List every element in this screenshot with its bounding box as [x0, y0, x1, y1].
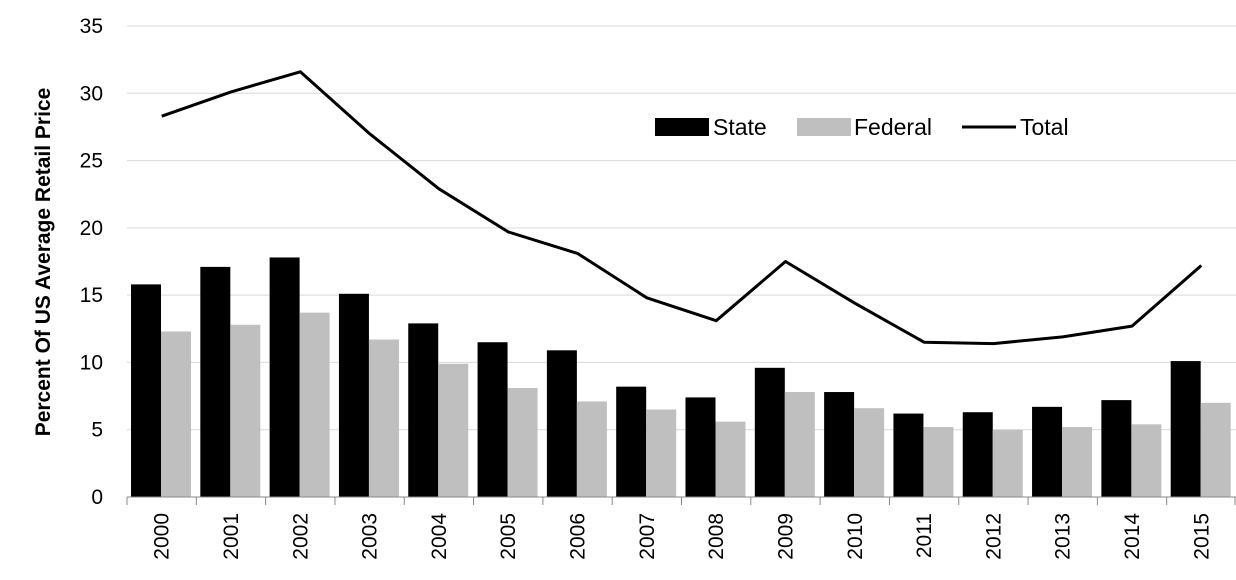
bar-federal: [230, 324, 261, 497]
x-tick-label: 2015: [1190, 513, 1213, 560]
y-tick-label: 25: [80, 150, 103, 173]
y-tick-label: 0: [91, 486, 103, 509]
legend: State Federal Total: [655, 114, 1069, 140]
bar-state: [893, 413, 924, 497]
x-tick-label: 2011: [913, 513, 936, 558]
x-tick-label: 2007: [636, 513, 659, 560]
legend-swatch-state: [655, 118, 709, 136]
bar-federal: [992, 429, 1023, 497]
bar-state: [616, 386, 647, 497]
bar-state: [546, 350, 577, 497]
x-tick-label: 2003: [359, 513, 382, 560]
x-tick-label: 2001: [220, 513, 243, 560]
bar-federal: [1062, 427, 1093, 497]
y-tick-label: 35: [80, 15, 103, 38]
bar-state: [754, 367, 785, 497]
y-tick-label: 15: [80, 284, 103, 307]
x-tick-label: 2006: [567, 513, 590, 560]
bar-federal: [576, 401, 607, 497]
bar-state: [1101, 400, 1132, 497]
bar-state: [408, 323, 439, 497]
y-tick-label: 5: [91, 419, 103, 442]
bar-state: [477, 342, 508, 497]
bar-federal: [507, 387, 538, 497]
bar-state: [962, 412, 993, 497]
x-tick-label: 2014: [1121, 513, 1144, 560]
bar-federal: [438, 363, 469, 497]
legend-label-total: Total: [1020, 114, 1069, 140]
y-tick-label: 10: [80, 351, 103, 374]
x-tick-label: 2012: [982, 513, 1005, 560]
bar-state: [338, 293, 369, 497]
x-tick-label: 2000: [151, 513, 174, 560]
bar-state: [1170, 361, 1201, 497]
bar-state: [269, 257, 300, 497]
x-tick-label: 2005: [497, 513, 520, 560]
x-tick-label: 2013: [1052, 513, 1075, 560]
x-tick-label: 2002: [289, 513, 312, 560]
bar-federal: [299, 312, 330, 497]
legend-swatch-federal: [797, 118, 851, 136]
y-tick-label: 30: [80, 82, 103, 105]
bar-state: [824, 392, 855, 497]
y-tick-label: 20: [80, 217, 103, 240]
bar-federal: [161, 331, 191, 497]
bar-federal: [646, 409, 677, 497]
series-line-total: [161, 70, 1203, 346]
x-tick-label: 2009: [774, 513, 797, 560]
y-axis-title: Percent Of US Average Retail Price: [32, 88, 55, 437]
bar-federal: [1131, 424, 1162, 497]
axes: 0 5 10 15 20 25 30 35 2000 2001 2002 2003 2004 2005 20…: [80, 15, 1236, 560]
x-tick-label: 2008: [705, 513, 728, 560]
bar-federal: [784, 392, 815, 497]
bar-state: [131, 284, 161, 497]
legend-label-federal: Federal: [854, 114, 932, 140]
bar-state: [685, 397, 716, 497]
bars: [131, 257, 1231, 497]
bar-state: [1032, 406, 1063, 497]
x-tick-label: 2004: [428, 513, 451, 560]
bar-federal: [923, 427, 954, 497]
legend-label-state: State: [713, 114, 767, 140]
bar-federal: [715, 421, 746, 497]
bar-federal: [1200, 402, 1231, 497]
bar-state: [200, 266, 231, 497]
total-line-layer: [161, 70, 1203, 346]
x-tick-label: 2010: [844, 513, 867, 560]
bar-federal: [854, 408, 885, 497]
bar-federal: [368, 339, 399, 497]
